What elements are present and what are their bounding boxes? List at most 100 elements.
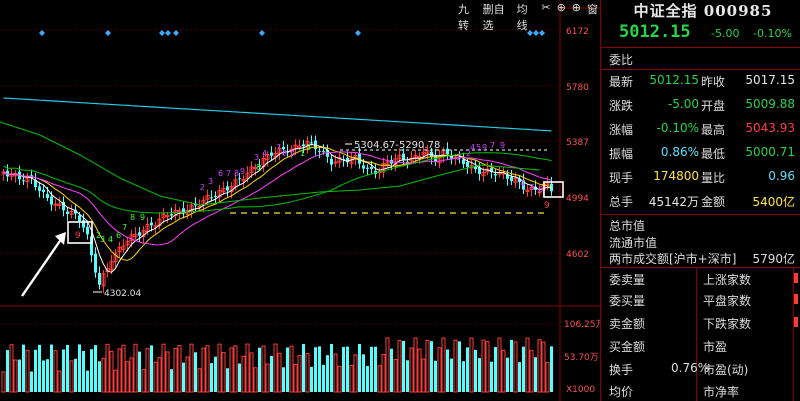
zoom-in-icon[interactable]: ⊕	[556, 1, 566, 14]
nine-turn-count: 7	[276, 143, 281, 152]
quote-value: 0.86%	[660, 145, 699, 159]
candle-body	[342, 159, 345, 161]
volume-bar	[305, 353, 310, 393]
quote-label: 现手	[609, 171, 634, 185]
candle-body	[253, 166, 258, 170]
candle-body	[481, 172, 486, 177]
candle-body	[69, 210, 74, 215]
candle-body	[330, 158, 333, 165]
volume-bar	[397, 340, 402, 393]
nine-turn-count: 3	[306, 143, 311, 152]
quote-label: 开盘	[701, 99, 726, 113]
quote-row: 最新 5012.15 昨收 5017.15	[601, 70, 800, 91]
candle-body	[109, 261, 114, 271]
candle-body	[98, 273, 101, 285]
ma120-line	[0, 121, 541, 206]
nine-turn-count: 6	[116, 231, 121, 240]
volume-bar	[261, 345, 266, 393]
candle-body	[450, 156, 453, 160]
zoom-out-icon[interactable]: ⊕	[571, 1, 581, 14]
signal-diamond	[159, 30, 165, 36]
volume-bar	[346, 346, 349, 392]
candle-body	[42, 189, 45, 192]
quote-label: 量比	[701, 171, 726, 185]
price-axis-label: 5780	[566, 83, 589, 93]
volume-bar	[326, 355, 329, 392]
candle-body	[506, 174, 509, 179]
candle-body	[529, 186, 534, 190]
float-market-cap-label: 流通市值	[609, 236, 658, 250]
volume-bar	[82, 350, 85, 392]
volume-bar	[78, 344, 81, 392]
volume-bar	[529, 350, 534, 393]
volume-bar	[297, 355, 302, 393]
quote-row: 涨跌 -5.00 开盘 5009.88	[601, 94, 800, 115]
volume-bar	[113, 369, 118, 393]
toolbar-remove-watchlist-button[interactable]: 删自选	[482, 3, 505, 32]
nine-turn-count: 4	[262, 149, 267, 158]
volume-bar	[125, 361, 130, 393]
nine-turn-count: 1	[300, 149, 305, 158]
candle-body	[518, 178, 521, 183]
quote-value: 5012.15	[649, 73, 699, 87]
candle-body	[113, 252, 118, 263]
candle-body	[381, 162, 386, 173]
quote-row: 涨幅 -0.10% 最高 5043.93	[601, 118, 800, 139]
volume-bar	[330, 344, 333, 392]
candle-body	[101, 273, 106, 287]
volume-bar	[117, 348, 122, 393]
volume-bar	[105, 343, 110, 393]
volume-bar	[302, 344, 305, 392]
annotation-low-label: 4302.04	[104, 289, 141, 299]
candle-body	[129, 234, 134, 242]
price-axis-label: 4994	[566, 194, 589, 204]
volume-bar	[537, 339, 542, 393]
volume-bar	[98, 361, 101, 392]
kline-chart[interactable]: 61725780538749944602106.25万53.70万X100053…	[0, 0, 600, 401]
nine-turn-count: 5	[530, 183, 535, 192]
volume-bar	[353, 354, 358, 393]
candle-body	[153, 225, 158, 228]
candle-body	[297, 145, 302, 148]
volume-bar	[177, 345, 182, 393]
kline-chart-area[interactable]: 6172 5780 5387 4994 4602 106.25万 53.70万 X1000 53…	[0, 0, 600, 401]
nine-turn-count: 9	[290, 149, 295, 158]
candle-body	[57, 203, 62, 207]
volume-bar	[245, 343, 250, 393]
toolbar-window-button[interactable]: 窗	[587, 3, 598, 16]
nine-turn-count: 4	[470, 143, 475, 152]
volume-bar	[189, 343, 194, 393]
quote-label: 最低	[701, 147, 726, 161]
candle-body	[165, 215, 170, 218]
quote-value: -5.00	[667, 97, 699, 111]
candle-body	[50, 196, 53, 205]
candle-body	[221, 187, 226, 193]
volume-bar	[374, 346, 377, 392]
candle-body	[322, 151, 325, 153]
toolbar-jiuzhuan-button[interactable]: 九转	[458, 3, 469, 32]
volume-bar	[310, 366, 313, 392]
volume-bar	[293, 363, 298, 393]
toolbar-ma-button[interactable]: 均线	[516, 3, 528, 32]
volume-bar	[30, 371, 33, 392]
index-price: 5012.15	[619, 22, 691, 42]
volume-bar	[513, 341, 518, 393]
volume-bar	[393, 358, 398, 393]
nine-turn-count: 5	[476, 143, 481, 152]
volume-bar	[226, 368, 229, 392]
signal-diamond	[105, 30, 111, 36]
volume-bar	[94, 345, 97, 392]
volume-bar	[381, 353, 386, 393]
candle-body	[462, 159, 465, 164]
volume-bar	[90, 349, 93, 392]
volume-bar	[525, 337, 530, 393]
volume-bar	[282, 367, 285, 392]
volume-bar	[413, 337, 418, 393]
volume-bar	[138, 351, 141, 392]
volume-bar	[349, 364, 354, 393]
scissors-icon[interactable]: ✂	[541, 1, 551, 14]
quote-panel: 中证全指 000985 5012.15 -5.00 -0.10% 委比 最新 50…	[600, 0, 800, 401]
quote-row: 现手 174800 量比 0.96	[601, 166, 800, 187]
divider	[601, 267, 800, 268]
candle-body	[270, 152, 273, 156]
